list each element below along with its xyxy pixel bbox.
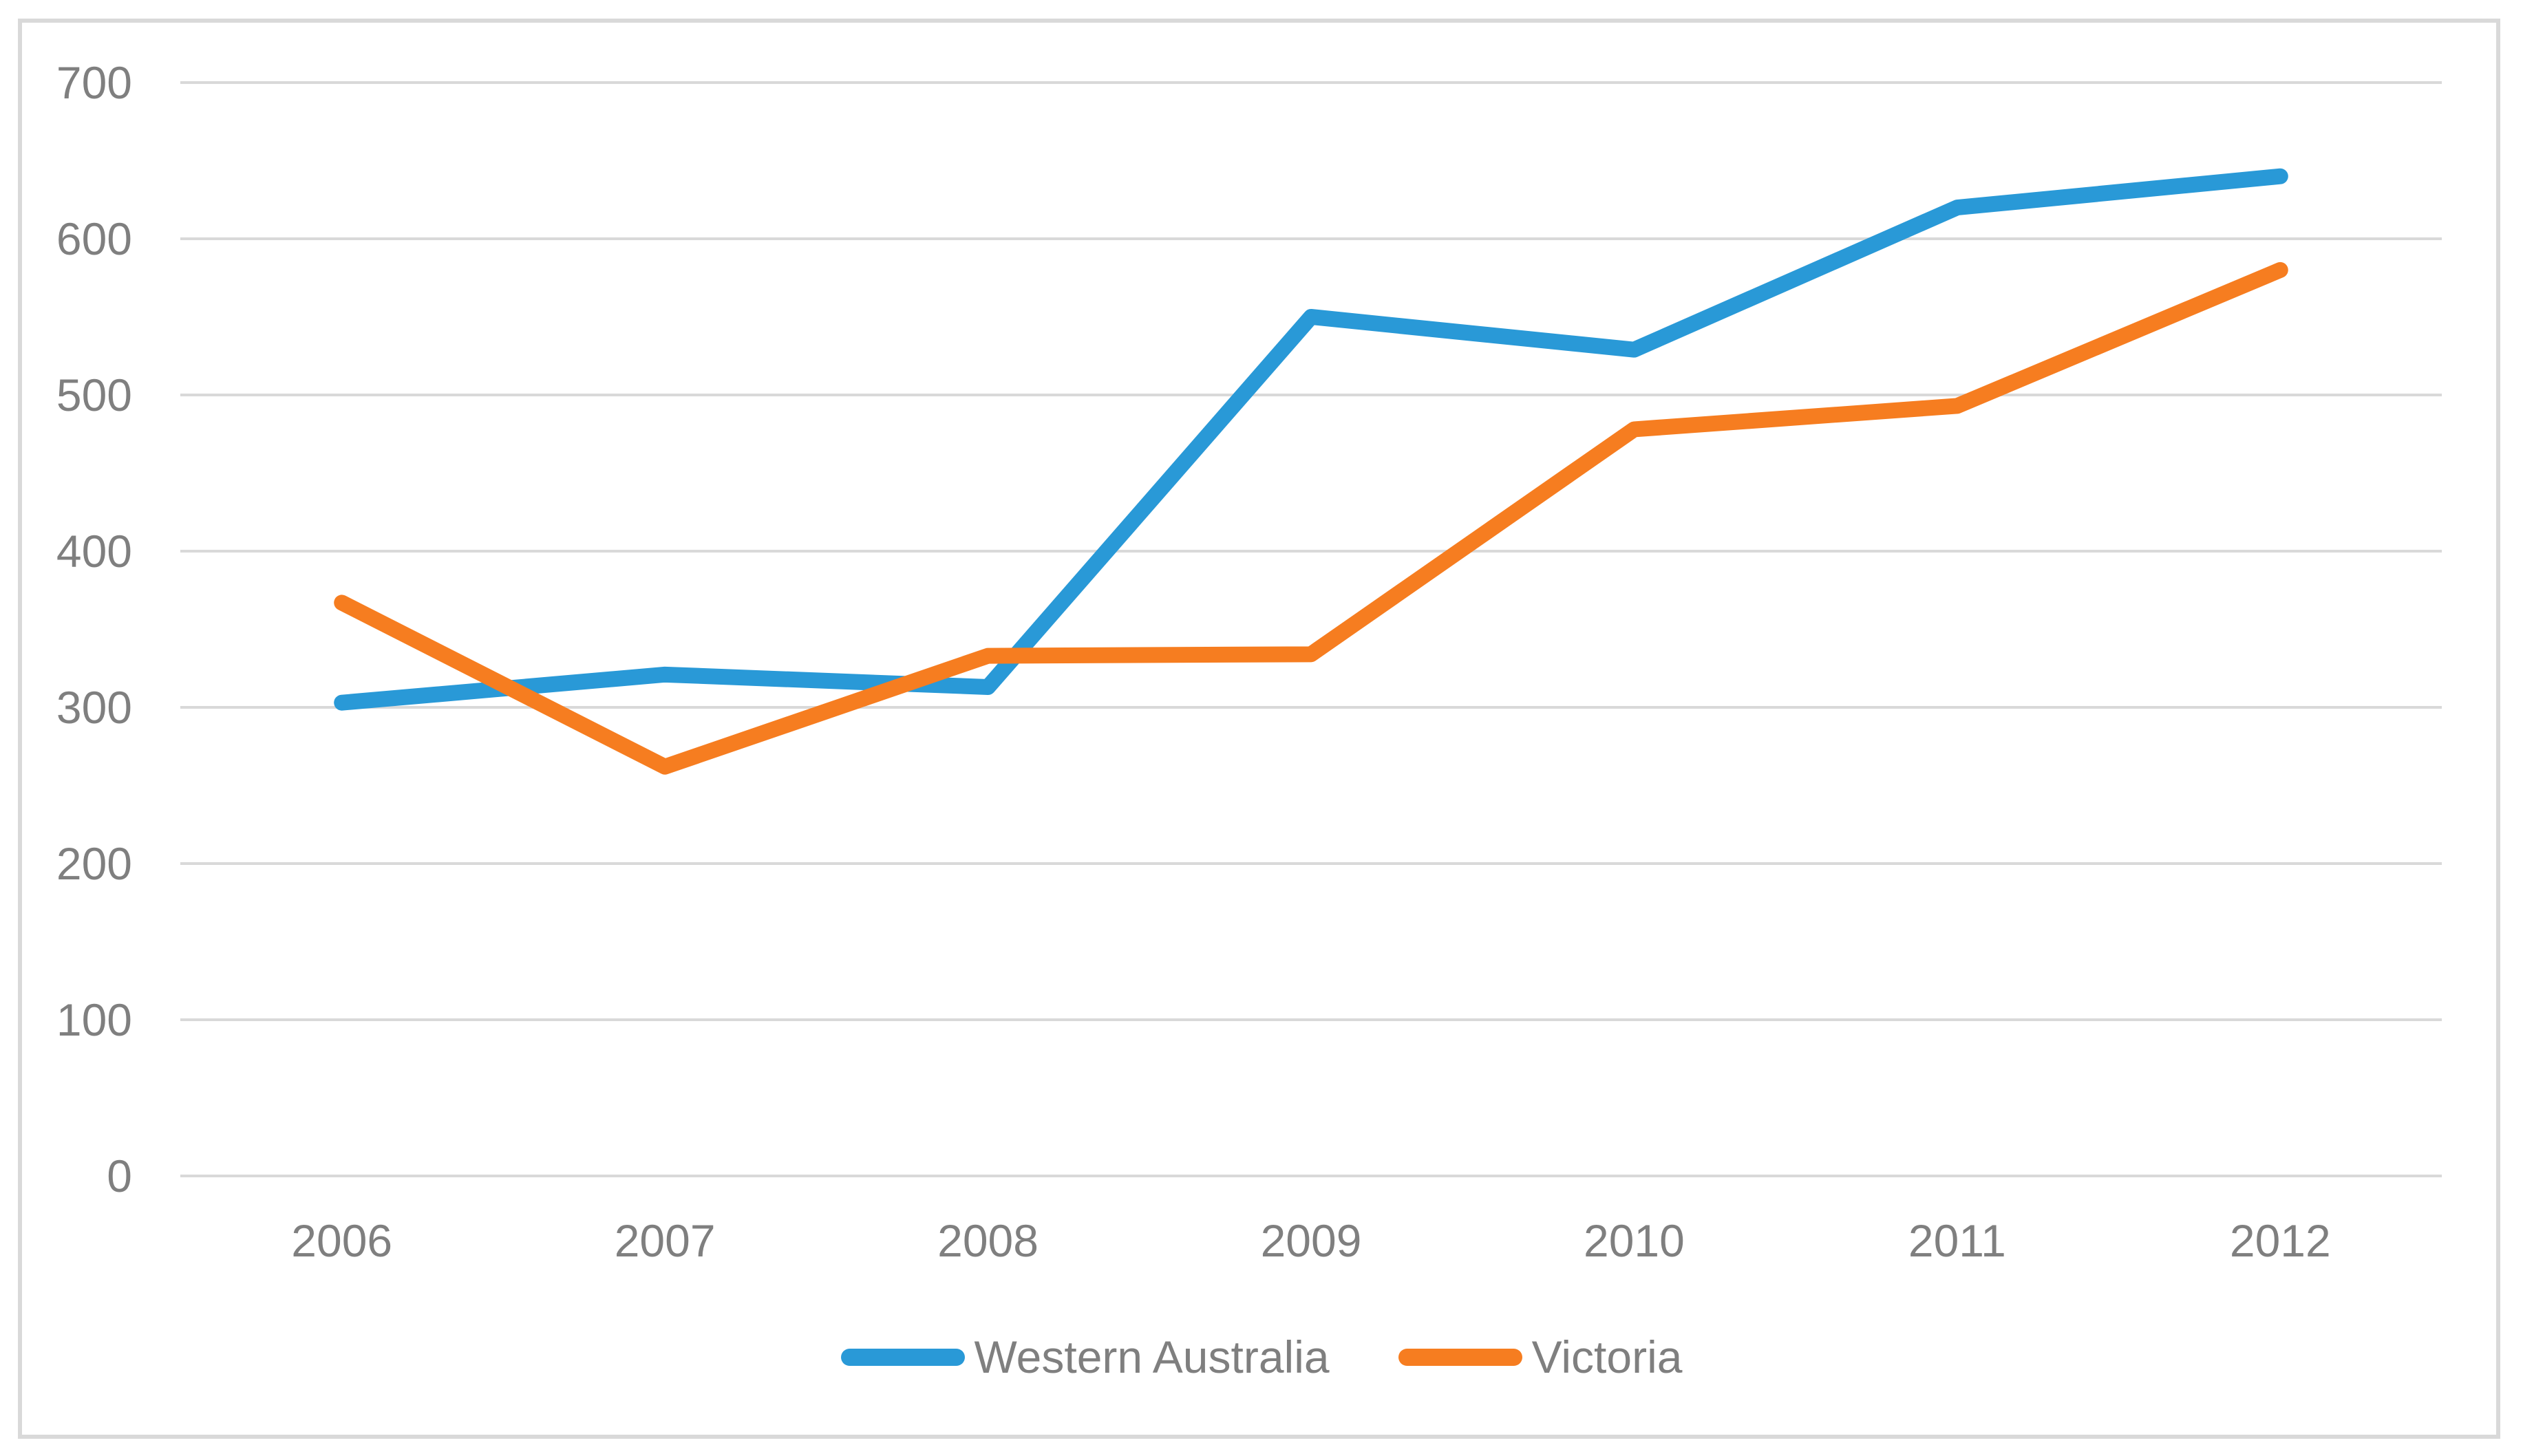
legend-item-western-australia: Western Australia (840, 1331, 1330, 1382)
y-axis-tick-label: 100 (56, 994, 132, 1045)
x-axis-tick-label: 2011 (1908, 1215, 2006, 1266)
y-axis-tick-label: 0 (107, 1150, 132, 1201)
legend-label: Western Australia (974, 1331, 1330, 1382)
y-axis-tick-label: 600 (56, 213, 132, 264)
x-axis-tick-label: 2010 (1584, 1215, 1685, 1266)
y-axis-tick-label: 500 (56, 370, 132, 420)
x-axis-tick-label: 2006 (291, 1215, 393, 1266)
x-axis-tick-label: 2012 (2229, 1215, 2331, 1266)
x-axis-tick-label: 2007 (614, 1215, 716, 1266)
legend-item-victoria: Victoria (1398, 1331, 1683, 1382)
y-axis-tick-label: 200 (56, 838, 132, 889)
x-axis-tick-label: 2008 (937, 1215, 1039, 1266)
series-line-western-australia (334, 168, 2288, 711)
legend-swatch-western-australia (840, 1348, 965, 1366)
legend-label: Victoria (1531, 1331, 1683, 1382)
x-axis-tick-label: 2009 (1260, 1215, 1362, 1266)
legend: Western Australia Victoria (0, 1333, 2523, 1381)
legend-swatch-victoria (1398, 1348, 1522, 1366)
series-line-victoria (334, 261, 2288, 775)
y-axis-tick-label: 700 (56, 57, 132, 108)
y-axis-tick-label: 400 (56, 526, 132, 577)
y-axis-tick-label: 300 (56, 682, 132, 733)
